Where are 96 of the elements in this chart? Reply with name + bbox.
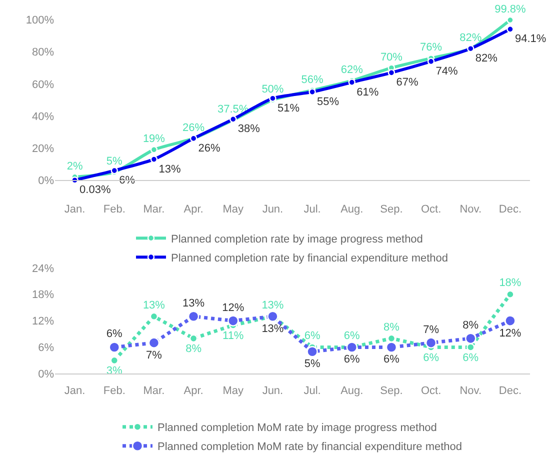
y-tick-label: 0% [38,175,54,188]
y-tick-label: 0% [38,368,54,381]
data-label: 8% [462,319,479,332]
x-tick-label: Nov. [460,384,482,397]
x-tick-label: Apr. [184,203,204,216]
x-tick-label: Jun. [262,203,284,216]
data-label: 7% [423,324,440,336]
data-label: 13% [262,322,284,335]
data-label: 6% [423,352,440,364]
data-label: 26% [198,142,221,154]
data-label: 6% [344,330,360,342]
data-label: 62% [340,64,364,76]
data-label: 2% [66,160,83,172]
x-tick-label: Mar. [143,384,165,397]
data-label: 6% [106,328,123,340]
legend-label: Planned completion MoM rate by image progress method [158,422,437,434]
data-label: 5% [304,358,320,370]
data-label: 70% [380,51,403,64]
x-tick-label: Oct. [420,384,442,397]
x-tick-label: Jan. [64,203,86,216]
y-tick-label: 18% [32,289,54,302]
point [188,310,200,322]
point [504,315,516,326]
data-label: 12% [499,327,522,340]
y-tick-label: 60% [32,78,54,91]
data-label: 38% [238,123,260,136]
x-tick-label: Apr. [184,384,204,397]
y-tick-label: 20% [32,142,54,155]
y-tick-label: 100% [26,14,54,27]
data-label: 8% [384,321,400,334]
point [506,26,514,33]
point [108,342,120,353]
data-label: 8% [186,343,202,356]
data-label: 13% [142,299,166,312]
legend-label: Planned completion MoM rate by financial expenditure method [158,441,462,454]
data-label: 6% [384,354,400,366]
data-label: 18% [499,277,522,290]
x-tick-label: Feb. [103,203,126,216]
data-label: 0.03% [80,184,111,196]
point [388,69,396,76]
data-label: 51% [277,102,300,114]
point [150,146,158,154]
x-tick-label: Oct. [420,203,442,216]
data-label: 6% [462,352,479,364]
data-label: 5% [106,156,123,168]
x-tick-label: Mar. [143,203,165,216]
point [150,156,158,163]
point [306,346,318,358]
x-tick-label: Aug. [340,384,364,397]
data-label: 82% [475,52,498,65]
legend-label: Planned completion rate by image progress method [171,233,423,246]
x-tick-label: Dec. [498,203,522,216]
point [386,342,398,353]
x-tick-label: Jul. [304,203,321,216]
data-label: 74% [436,65,458,78]
x-tick-label: May [222,384,244,397]
legend-label: Planned completion rate by financial expenditure method [171,252,448,264]
x-tick-label: Jun. [262,384,284,397]
data-label: 50% [262,83,284,96]
x-tick-label: Sep. [380,384,403,397]
data-label: 13% [262,299,284,312]
data-label: 61% [356,86,379,98]
x-tick-label: Jan. [64,384,86,397]
y-tick-label: 6% [38,342,54,354]
point [465,332,476,344]
x-tick-label: Feb. [103,384,126,397]
x-tick-label: Sep. [380,203,403,216]
data-label: 12% [222,302,244,314]
data-label: 7% [146,349,162,362]
point [466,343,475,352]
y-tick-label: 24% [32,262,54,275]
data-label: 6% [344,354,360,366]
data-label: 55% [317,96,340,108]
x-tick-label: Aug. [340,203,364,216]
point [148,337,160,348]
y-tick-label: 80% [32,46,54,59]
y-tick-label: 12% [32,316,54,328]
data-label: 13% [158,163,181,176]
data-label: 82% [460,32,482,44]
data-label: 67% [396,76,418,89]
data-label: 6% [304,330,320,342]
x-tick-label: May [222,203,244,216]
point [425,337,437,348]
data-label: 99.8% [494,4,526,16]
x-tick-label: Dec. [498,384,522,397]
x-tick-label: Jul. [304,384,321,397]
y-tick-label: 40% [32,110,54,123]
data-label: 13% [182,297,205,310]
data-label: 11% [222,330,244,342]
data-label: 94.1% [514,33,546,46]
x-tick-label: Nov. [460,203,482,216]
data-label: 19% [142,133,166,146]
point [228,315,239,326]
data-label: 76% [420,42,442,54]
data-label: 26% [182,122,205,134]
data-label: 56% [301,74,324,86]
